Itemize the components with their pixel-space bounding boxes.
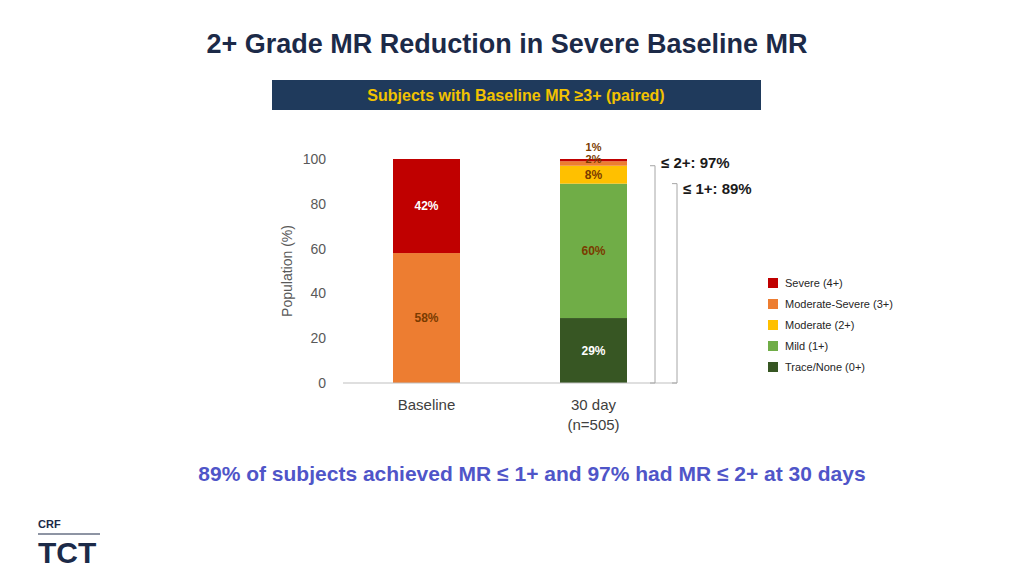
bracket bbox=[672, 184, 677, 383]
y-tick-label: 100 bbox=[303, 151, 327, 167]
annotation: ≤ 2+: 97% bbox=[661, 154, 730, 171]
subtitle: Subjects with Baseline MR ≥3+ (paired) bbox=[367, 87, 664, 104]
legend-label: Moderate-Severe (3+) bbox=[785, 298, 893, 310]
legend-swatch bbox=[768, 299, 778, 309]
logo-rule bbox=[38, 534, 100, 535]
data-label: 2% bbox=[586, 153, 602, 165]
title: 2+ Grade MR Reduction in Severe Baseline… bbox=[207, 29, 808, 59]
logo-large: TCT bbox=[38, 536, 96, 569]
data-label: 1% bbox=[586, 141, 602, 153]
legend-swatch bbox=[768, 362, 778, 372]
legend-swatch bbox=[768, 341, 778, 351]
y-tick-label: 20 bbox=[310, 330, 326, 346]
y-axis-label: Population (%) bbox=[279, 225, 295, 317]
bar-segment bbox=[393, 159, 460, 253]
bars bbox=[393, 159, 627, 383]
y-tick-label: 0 bbox=[318, 375, 326, 391]
y-tick-label: 40 bbox=[310, 285, 326, 301]
data-label: 29% bbox=[581, 344, 605, 358]
caption: 89% of subjects achieved MR ≤ 1+ and 97%… bbox=[198, 462, 865, 485]
data-label: 58% bbox=[414, 311, 438, 325]
legend-label: Trace/None (0+) bbox=[785, 361, 865, 373]
legend-label: Moderate (2+) bbox=[785, 319, 854, 331]
legend-label: Severe (4+) bbox=[785, 277, 843, 289]
data-labels: 58% 42% 29% 60% 8% 2%1% bbox=[414, 141, 605, 358]
legend-swatch bbox=[768, 278, 778, 288]
bar-segment bbox=[560, 184, 627, 318]
bracket bbox=[650, 166, 655, 383]
y-tick-label: 60 bbox=[310, 241, 326, 257]
legend: Severe (4+) Moderate-Severe (3+) Moderate … bbox=[768, 277, 893, 373]
y-tick-label: 80 bbox=[310, 196, 326, 212]
logo-small: CRF bbox=[38, 518, 61, 530]
bar-segment bbox=[560, 166, 627, 184]
data-label: 60% bbox=[581, 244, 605, 258]
chart: 2+ Grade MR Reduction in Severe Baseline… bbox=[0, 0, 1024, 576]
x-tick-line: Baseline bbox=[398, 396, 456, 413]
data-label: 8% bbox=[585, 168, 603, 182]
x-tick-label: 30 day (n=505) bbox=[567, 396, 619, 433]
x-tick-line: 30 day bbox=[571, 396, 617, 413]
legend-swatch bbox=[768, 320, 778, 330]
legend-label: Mild (1+) bbox=[785, 340, 828, 352]
x-tick-line: (n=505) bbox=[567, 416, 619, 433]
x-tick-label: Baseline bbox=[398, 396, 456, 413]
x-axis bbox=[343, 383, 677, 384]
bar-segment bbox=[560, 318, 627, 383]
subtitle-banner bbox=[272, 80, 761, 110]
annotation: ≤ 1+: 89% bbox=[683, 180, 752, 197]
bar-segment bbox=[393, 253, 460, 383]
data-label: 42% bbox=[414, 199, 438, 213]
